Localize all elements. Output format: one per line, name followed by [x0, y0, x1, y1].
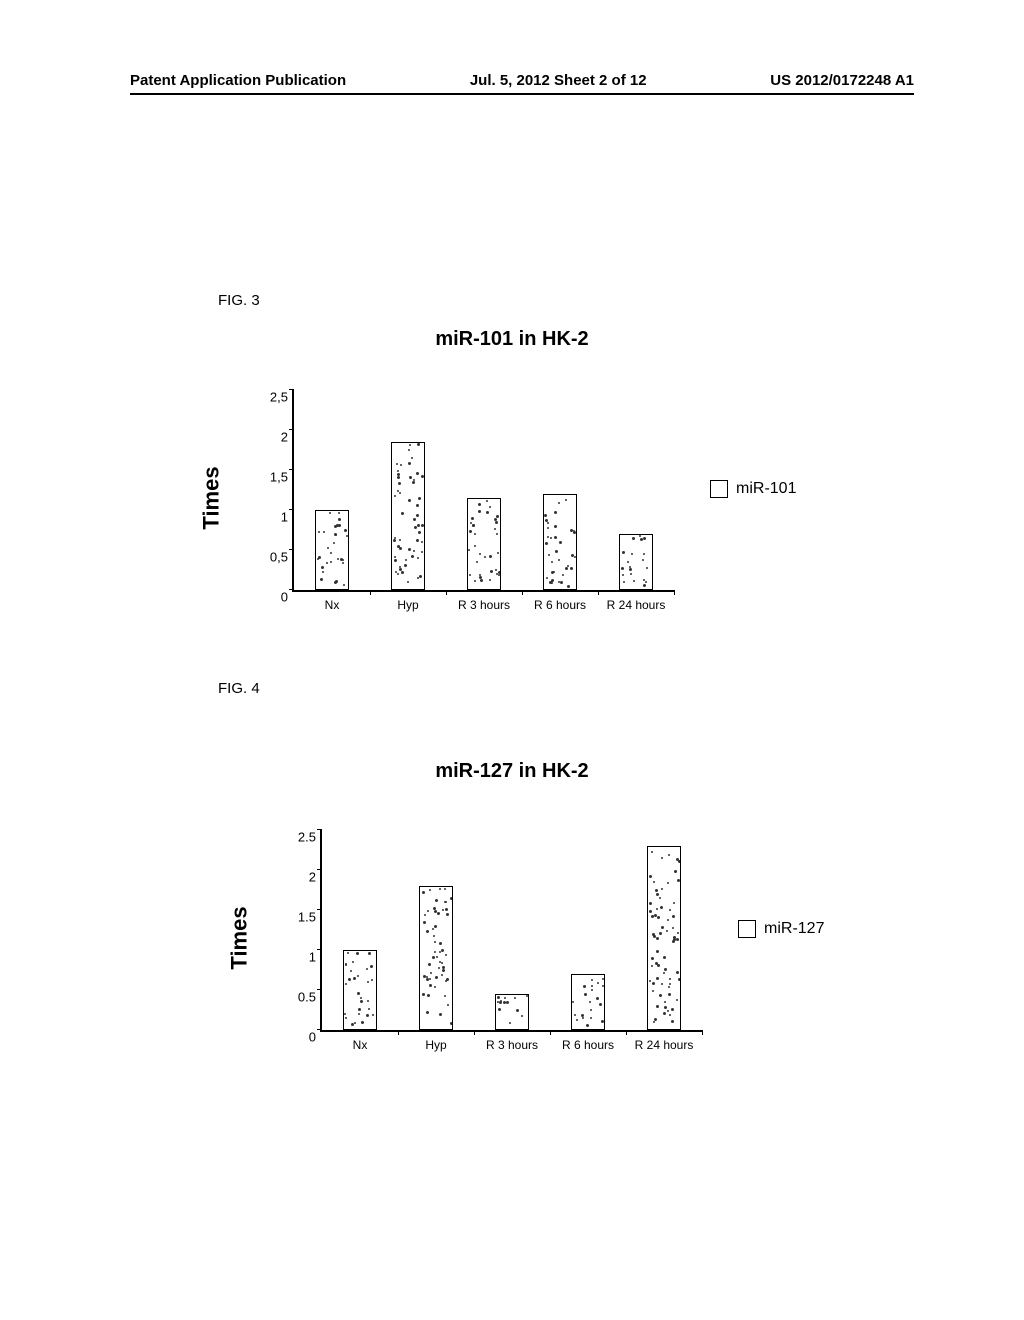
xcategory-label: Hyp: [425, 1030, 446, 1052]
bar: [467, 498, 500, 590]
ytick-label: 2: [281, 430, 294, 445]
page-header: Patent Application Publication Jul. 5, 2…: [0, 72, 1024, 95]
fig3-title: miR-101 in HK-2: [0, 328, 1024, 351]
legend-swatch-icon: [710, 480, 728, 498]
xcategory-label: Hyp: [397, 590, 418, 612]
bar-fill-pattern: [468, 499, 499, 589]
header-rule: [130, 93, 914, 95]
xcategory-label: R 6 hours: [534, 590, 586, 612]
ytick-mark: [289, 509, 294, 510]
bar-fill-pattern: [572, 975, 603, 1029]
xtick-mark: [370, 590, 371, 595]
header-center: Jul. 5, 2012 Sheet 2 of 12: [470, 72, 647, 89]
ytick-mark: [317, 989, 322, 990]
bar: [619, 534, 652, 590]
xtick-mark: [702, 1030, 703, 1035]
bar: [647, 846, 680, 1030]
bar-fill-pattern: [496, 995, 527, 1029]
bar: [419, 886, 452, 1030]
ytick-mark: [289, 469, 294, 470]
ytick-label: 2.5: [298, 830, 322, 845]
xtick-mark: [674, 590, 675, 595]
bar: [495, 994, 528, 1030]
ytick-label: 0: [309, 1030, 322, 1045]
ytick-mark: [289, 429, 294, 430]
xtick-mark: [474, 1030, 475, 1035]
bar-fill-pattern: [344, 951, 375, 1029]
fig4-legend-text: miR-127: [764, 920, 824, 938]
bar: [391, 442, 424, 590]
fig4-ylabel: Times: [227, 906, 253, 969]
page: Patent Application Publication Jul. 5, 2…: [0, 0, 1024, 1320]
xcategory-label: R 3 hours: [486, 1030, 538, 1052]
bar: [543, 494, 576, 590]
bar-fill-pattern: [620, 535, 651, 589]
bar: [343, 950, 376, 1030]
bar-fill-pattern: [316, 511, 347, 589]
fig4-legend: miR-127: [738, 920, 824, 938]
xtick-mark: [626, 1030, 627, 1035]
xcategory-label: Nx: [325, 590, 340, 612]
fig3-plot: 00,511,522,5NxHypR 3 hoursR 6 hoursR 24 …: [292, 390, 674, 592]
xtick-mark: [398, 1030, 399, 1035]
ytick-label: 2: [309, 870, 322, 885]
ytick-label: 0: [281, 590, 294, 605]
ytick-label: 2,5: [270, 390, 294, 405]
xcategory-label: R 6 hours: [562, 1030, 614, 1052]
ytick-mark: [289, 589, 294, 590]
bar-fill-pattern: [420, 887, 451, 1029]
xtick-mark: [446, 590, 447, 595]
fig4-label: FIG. 4: [218, 680, 260, 697]
xtick-mark: [598, 590, 599, 595]
ytick-mark: [317, 829, 322, 830]
fig3-legend: miR-101: [710, 480, 796, 498]
fig3-ylabel: Times: [199, 466, 225, 529]
ytick-mark: [317, 949, 322, 950]
xtick-mark: [522, 590, 523, 595]
bar-fill-pattern: [648, 847, 679, 1029]
xcategory-label: R 3 hours: [458, 590, 510, 612]
xcategory-label: R 24 hours: [635, 1030, 694, 1052]
ytick-label: 0.5: [298, 990, 322, 1005]
fig3-chart: Times 00,511,522,5NxHypR 3 hoursR 6 hour…: [220, 380, 820, 640]
fig4-plot: 00.511.522.5NxHypR 3 hoursR 6 hoursR 24 …: [320, 830, 702, 1032]
ytick-label: 1: [309, 950, 322, 965]
bar: [315, 510, 348, 590]
ytick-mark: [289, 389, 294, 390]
ytick-label: 1: [281, 510, 294, 525]
legend-swatch-icon: [738, 920, 756, 938]
bar-fill-pattern: [544, 495, 575, 589]
header-right: US 2012/0172248 A1: [770, 72, 914, 89]
xcategory-label: Nx: [353, 1030, 368, 1052]
ytick-mark: [317, 909, 322, 910]
ytick-mark: [317, 869, 322, 870]
ytick-label: 1.5: [298, 910, 322, 925]
fig4-chart: Times 00.511.522.5NxHypR 3 hoursR 6 hour…: [248, 820, 848, 1080]
header-line: Patent Application Publication Jul. 5, 2…: [130, 72, 914, 89]
bar: [571, 974, 604, 1030]
ytick-mark: [289, 549, 294, 550]
ytick-label: 0,5: [270, 550, 294, 565]
xtick-mark: [550, 1030, 551, 1035]
bar-fill-pattern: [392, 443, 423, 589]
header-left: Patent Application Publication: [130, 72, 346, 89]
ytick-mark: [317, 1029, 322, 1030]
fig3-label: FIG. 3: [218, 292, 260, 309]
xcategory-label: R 24 hours: [607, 590, 666, 612]
fig3-legend-text: miR-101: [736, 480, 796, 498]
fig4-title: miR-127 in HK-2: [0, 760, 1024, 783]
ytick-label: 1,5: [270, 470, 294, 485]
